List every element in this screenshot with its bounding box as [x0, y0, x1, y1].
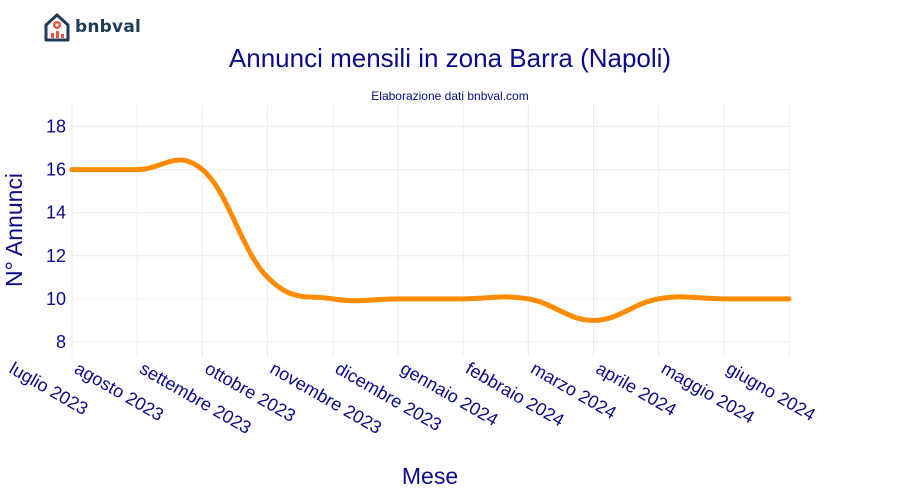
chart-subtitle: Elaborazione dati bnbval.com [371, 89, 529, 103]
y-tick-label: 10 [46, 289, 66, 309]
y-tick-label: 18 [46, 117, 66, 137]
y-tick-label: 12 [46, 246, 66, 266]
y-tick-label: 16 [46, 160, 66, 180]
y-tick-labels: 8 10 12 14 16 18 [46, 117, 66, 352]
x-axis-title: Mese [402, 463, 458, 489]
house-chart-icon [44, 13, 70, 42]
y-axis-title: N° Annunci [1, 173, 27, 287]
y-tick-label: 8 [56, 332, 66, 352]
brand-logo: bnbval [43, 12, 141, 42]
y-tick-label: 14 [46, 203, 66, 223]
brand-name: bnbval [75, 17, 142, 37]
x-tick-label: novembre 2023 [267, 358, 385, 438]
x-tick-label: settembre 2023 [136, 358, 254, 438]
series-line [69, 157, 792, 323]
grid [71, 105, 790, 357]
chart-title: Annunci mensili in zona Barra (Napoli) [228, 43, 672, 73]
